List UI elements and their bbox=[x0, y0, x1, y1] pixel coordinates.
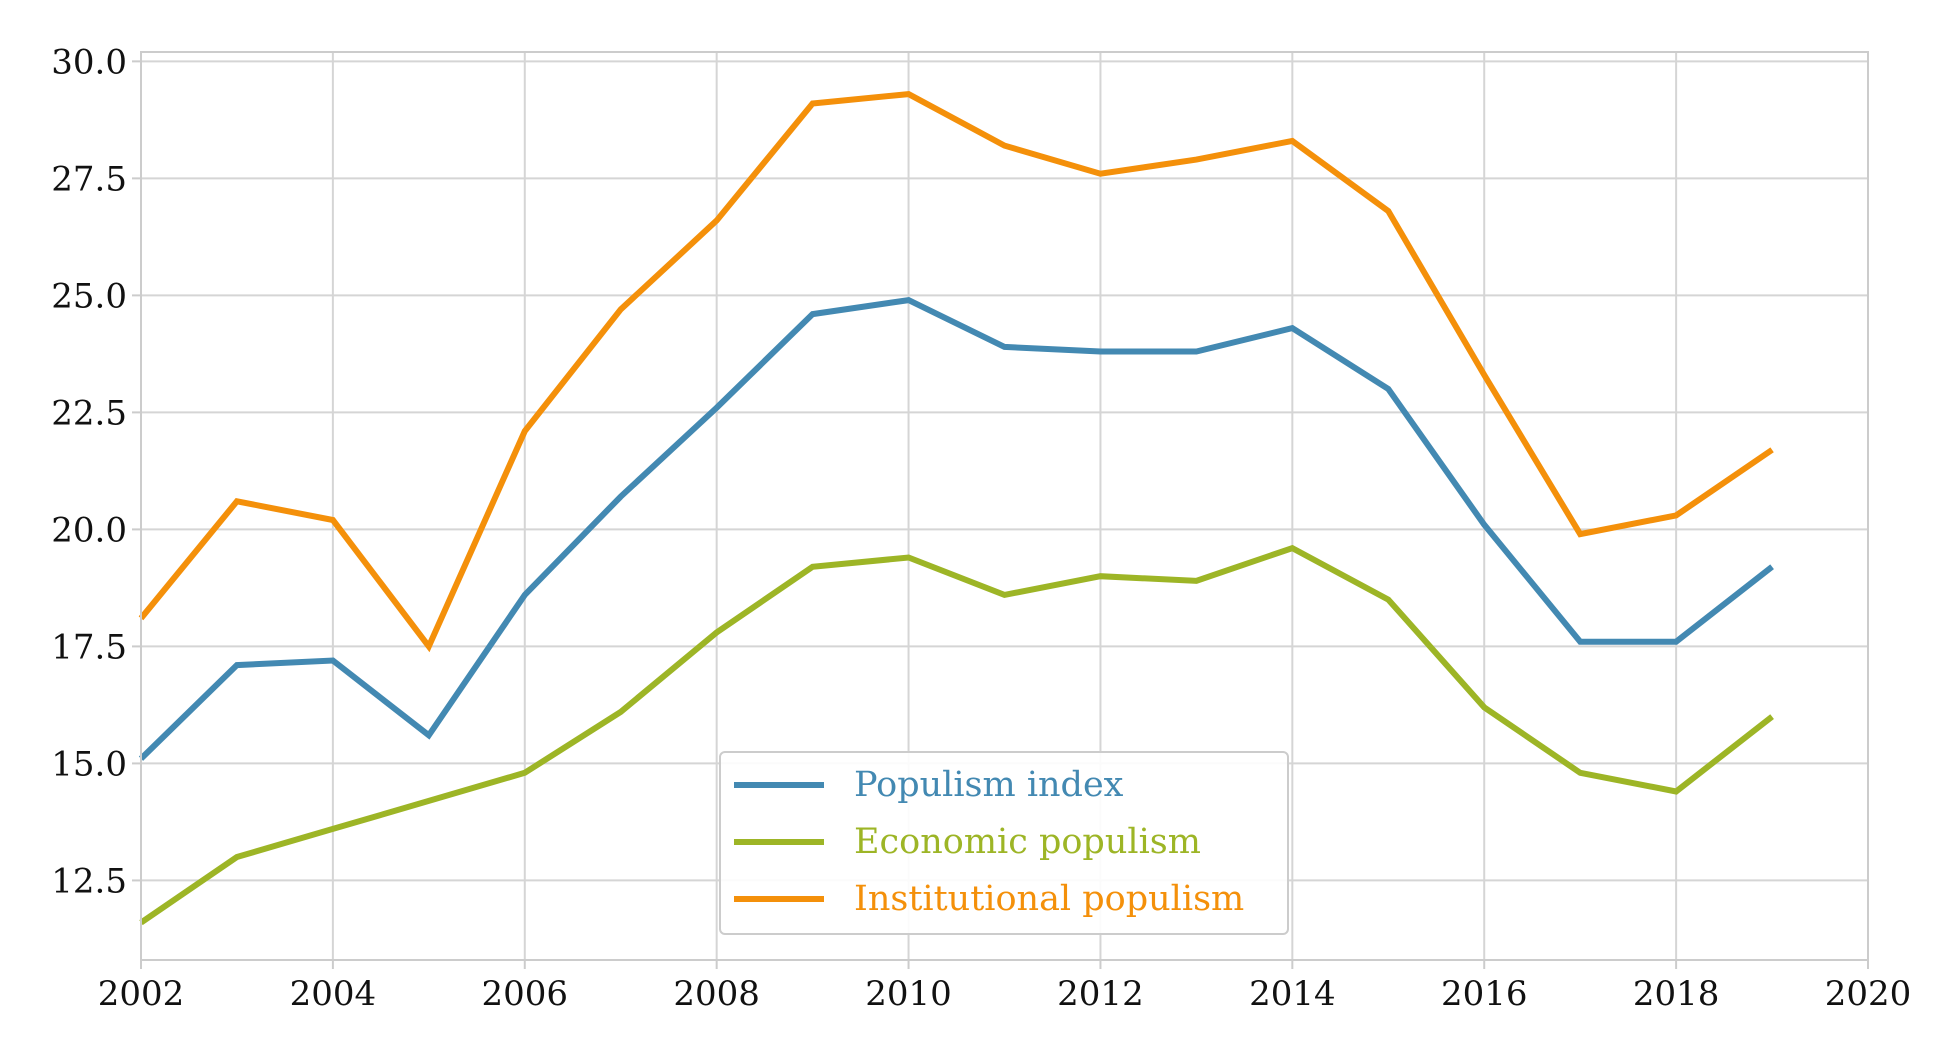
x-tick-label: 2002 bbox=[98, 974, 185, 1014]
x-tick-label: 2004 bbox=[290, 974, 377, 1014]
legend: Populism index Economic populism Instituti… bbox=[719, 751, 1289, 935]
x-tick-label: 2012 bbox=[1057, 974, 1144, 1014]
legend-label-populism-index: Populism index bbox=[854, 765, 1124, 805]
plot-frame bbox=[140, 51, 1869, 961]
y-tick-label: 30.0 bbox=[51, 42, 127, 82]
y-tick-label: 27.5 bbox=[51, 159, 127, 199]
y-tick-label: 22.5 bbox=[51, 393, 127, 433]
series-populism-index bbox=[138, 296, 1774, 761]
legend-box bbox=[719, 751, 1289, 935]
legend-label-economic-populism: Economic populism bbox=[854, 822, 1201, 862]
series-institutional-populism bbox=[138, 91, 1774, 653]
y-axis: 12.5 15.0 17.5 20.0 22.5 25.0 27.5 30.0 bbox=[51, 42, 141, 901]
series-line-populism-index bbox=[138, 296, 1774, 761]
y-tick-label: 25.0 bbox=[51, 276, 127, 316]
x-tick-label: 2016 bbox=[1441, 974, 1528, 1014]
series-line-economic-populism bbox=[139, 544, 1774, 926]
x-tick-label: 2008 bbox=[673, 974, 760, 1014]
legend-label-institutional-populism: Institutional populism bbox=[854, 879, 1244, 919]
x-tick-label: 2018 bbox=[1633, 974, 1720, 1014]
y-tick-label: 20.0 bbox=[51, 510, 127, 550]
x-tick-label: 2006 bbox=[482, 974, 569, 1014]
x-axis: 2002 2004 2006 2008 2010 2012 2014 2016 2018 2020 bbox=[98, 960, 1912, 1014]
x-tick-label: 2014 bbox=[1249, 974, 1336, 1014]
y-tick-label: 12.5 bbox=[51, 861, 127, 901]
x-tick-label: 2010 bbox=[865, 974, 952, 1014]
series-line-institutional-populism bbox=[138, 91, 1774, 653]
series-lines bbox=[138, 91, 1774, 926]
y-tick-label: 15.0 bbox=[51, 744, 127, 784]
y-tick-label: 17.5 bbox=[51, 627, 127, 667]
x-tick-label: 2020 bbox=[1825, 974, 1912, 1014]
series-economic-populism bbox=[139, 544, 1774, 926]
